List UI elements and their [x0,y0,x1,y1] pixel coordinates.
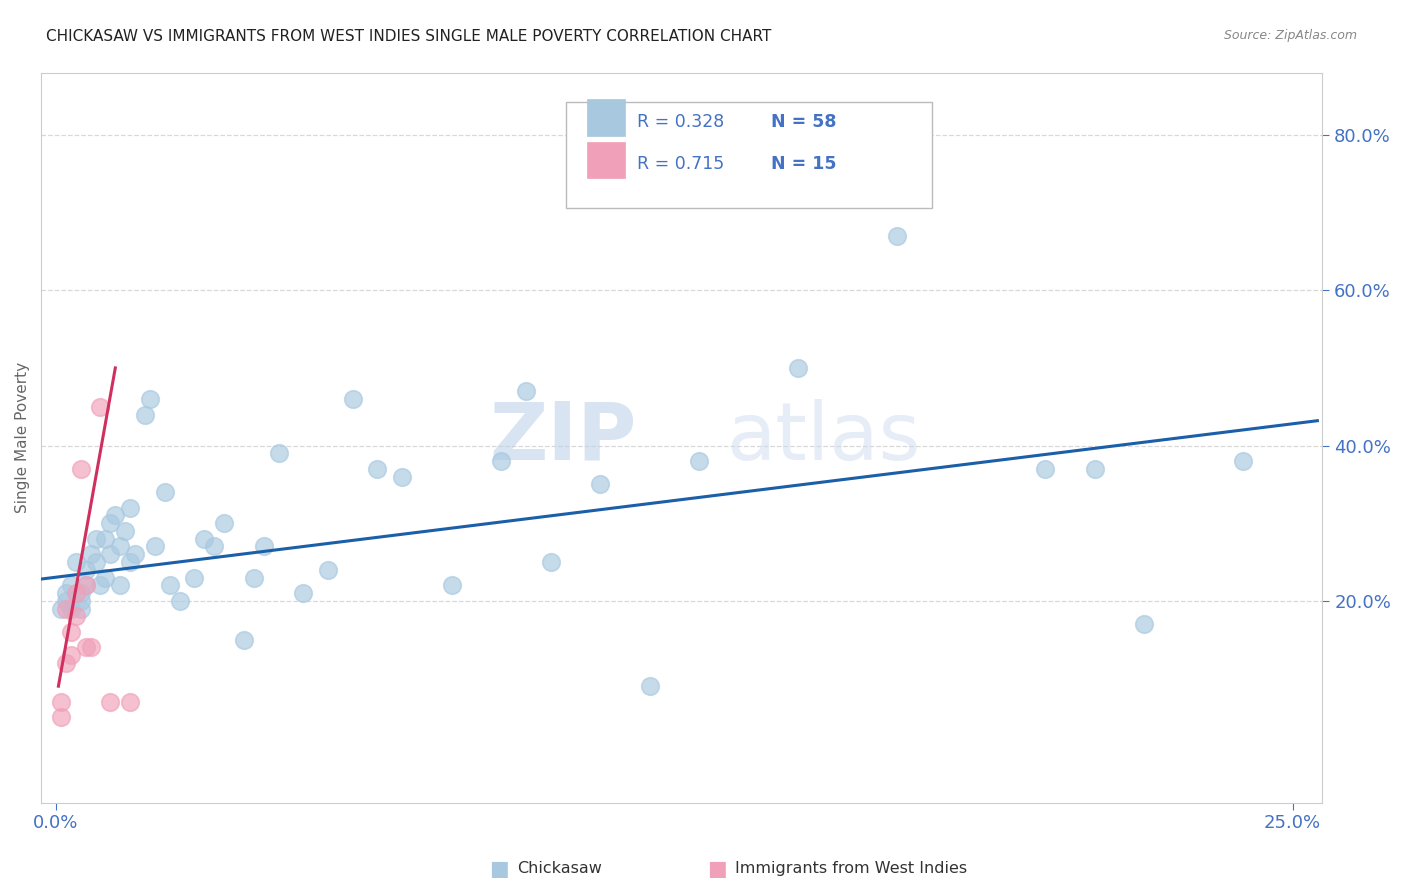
Point [589,477,612,491]
Point [316,563,339,577]
Point [886,229,908,244]
Point [139,392,162,406]
Point [183,570,205,584]
Point [79,547,101,561]
Point [69,594,91,608]
Point [124,547,146,561]
Point [89,578,111,592]
Text: Immigrants from West Indies: Immigrants from West Indies [735,862,967,876]
Point [110,540,132,554]
Point [193,532,215,546]
FancyBboxPatch shape [567,103,932,208]
Point [49,710,72,724]
Text: Source: ZipAtlas.com: Source: ZipAtlas.com [1223,29,1357,42]
Point [94,570,117,584]
Point [65,586,87,600]
Point [94,532,117,546]
FancyBboxPatch shape [586,142,626,178]
Point [134,408,156,422]
Point [232,632,254,647]
Point [75,640,97,655]
Point [212,516,235,531]
Y-axis label: Single Male Poverty: Single Male Poverty [15,362,30,514]
Text: Chickasaw: Chickasaw [517,862,602,876]
Point [489,454,512,468]
Point [75,578,97,592]
Point [688,454,710,468]
Point [366,462,388,476]
Point [1133,617,1156,632]
Point [159,578,181,592]
Point [98,695,121,709]
Point [59,624,82,639]
Point [787,360,810,375]
Text: ZIP: ZIP [489,399,637,477]
Point [65,555,87,569]
Text: R = 0.328: R = 0.328 [637,113,724,131]
Point [120,695,142,709]
Text: atlas: atlas [727,399,921,477]
Point [69,586,91,600]
Point [515,384,537,399]
Point [110,578,132,592]
Point [75,563,97,577]
Point [49,695,72,709]
Point [69,462,91,476]
Point [59,578,82,592]
Point [79,640,101,655]
Point [1232,454,1254,468]
Point [1084,462,1107,476]
Point [69,601,91,615]
Point [540,555,562,569]
Point [114,524,136,538]
Point [55,656,77,670]
Text: N = 58: N = 58 [772,113,837,131]
Point [143,540,166,554]
Point [89,400,111,414]
Point [253,540,276,554]
Point [98,516,121,531]
Point [84,532,107,546]
Point [55,601,77,615]
FancyBboxPatch shape [586,99,626,136]
Point [169,594,191,608]
Point [391,469,413,483]
Text: ■: ■ [489,859,509,879]
Point [638,679,661,693]
Point [1033,462,1056,476]
Text: R = 0.715: R = 0.715 [637,155,724,173]
Point [55,586,77,600]
Point [55,594,77,608]
Point [202,540,225,554]
Text: N = 15: N = 15 [772,155,837,173]
Point [267,446,290,460]
Point [120,555,142,569]
Point [98,547,121,561]
Point [243,570,266,584]
Point [292,586,315,600]
Text: ■: ■ [707,859,727,879]
Point [84,555,107,569]
Point [153,485,176,500]
Point [49,601,72,615]
Point [65,609,87,624]
Point [104,508,127,523]
Point [75,578,97,592]
Point [440,578,463,592]
Text: CHICKASAW VS IMMIGRANTS FROM WEST INDIES SINGLE MALE POVERTY CORRELATION CHART: CHICKASAW VS IMMIGRANTS FROM WEST INDIES… [46,29,772,44]
Point [59,601,82,615]
Point [120,500,142,515]
Point [342,392,364,406]
Point [59,648,82,662]
